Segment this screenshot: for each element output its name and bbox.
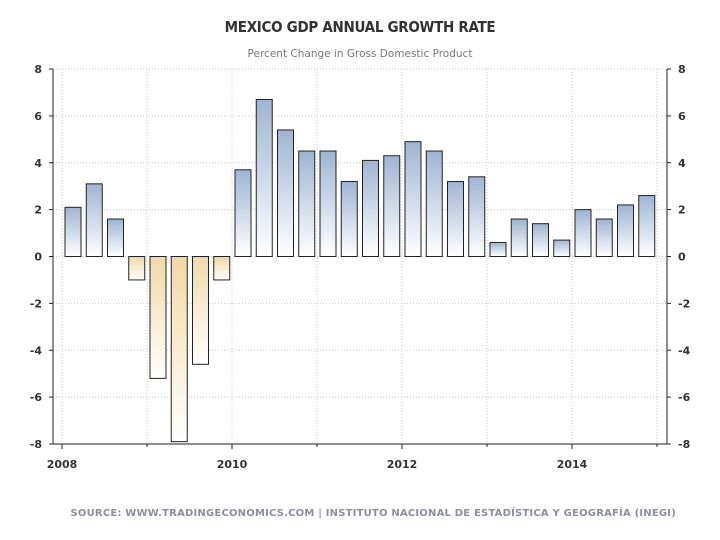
y-tick-label-right: -8 bbox=[678, 438, 690, 451]
bar-2009-Q3 bbox=[192, 256, 209, 365]
axes-layer bbox=[49, 68, 671, 449]
bar-2013-Q1 bbox=[489, 241, 507, 258]
bar-2012-Q1 bbox=[404, 141, 422, 257]
bar-2012-Q4 bbox=[468, 176, 486, 257]
y-tick-label-left: 8 bbox=[34, 63, 42, 76]
bar-2012-Q2 bbox=[425, 150, 443, 257]
bars-layer bbox=[64, 98, 656, 443]
y-tick-label-right: -2 bbox=[678, 297, 690, 310]
chart-subtitle: Percent Change in Gross Domestic Product bbox=[247, 48, 473, 60]
y-tick-label-right: 2 bbox=[678, 204, 686, 217]
chart-source: SOURCE: WWW.TRADINGECONOMICS.COM | INSTI… bbox=[70, 508, 676, 519]
bar-2014-Q4 bbox=[638, 195, 656, 257]
bar-2013-Q3 bbox=[532, 223, 549, 258]
y-tick-label-right: 6 bbox=[678, 110, 686, 123]
y-tick-label-left: -4 bbox=[30, 344, 43, 357]
y-tick-label-left: -8 bbox=[30, 438, 42, 451]
labels-layer: 8 8 6 6 4 4 2 2 0 0 -2 -2 -4 -4 -6 -6 -8 -8 2008 2010 2012 20… bbox=[30, 63, 691, 471]
bar-2009-Q1 bbox=[149, 256, 167, 379]
y-tick-label-left: -2 bbox=[30, 297, 42, 310]
chart-title: MEXICO GDP ANNUAL GROWTH RATE bbox=[224, 18, 496, 36]
y-tick-label-left: 0 bbox=[34, 251, 42, 264]
bar-2009-Q4 bbox=[213, 256, 231, 281]
bar-2013-Q4 bbox=[553, 239, 571, 257]
y-tick-label-right: -4 bbox=[678, 344, 691, 357]
y-tick-label-left: 6 bbox=[34, 110, 42, 123]
bar-2014-Q3 bbox=[617, 204, 634, 258]
bar-2014-Q2 bbox=[595, 218, 613, 257]
y-tick-label-left: 4 bbox=[34, 157, 42, 170]
bar-2008-Q4 bbox=[128, 256, 146, 281]
bar-2012-Q3 bbox=[447, 181, 464, 257]
bar-2010-Q1 bbox=[234, 169, 252, 257]
bar-2008-Q3 bbox=[107, 218, 124, 257]
bar-2009-Q2 bbox=[170, 256, 188, 443]
bar-2010-Q4 bbox=[298, 150, 316, 257]
x-tick-label: 2010 bbox=[217, 458, 248, 471]
y-tick-label-left: 2 bbox=[34, 204, 42, 217]
bar-2008-Q2 bbox=[85, 183, 103, 257]
x-tick-label: 2008 bbox=[47, 458, 78, 471]
y-tick-label-right: 4 bbox=[678, 157, 686, 170]
bar-2011-Q1 bbox=[319, 150, 337, 257]
bar-2010-Q3 bbox=[277, 129, 294, 257]
bar-2011-Q3 bbox=[362, 159, 379, 257]
y-tick-label-right: 0 bbox=[678, 251, 686, 264]
bar-2010-Q2 bbox=[255, 98, 273, 257]
bar-2011-Q4 bbox=[383, 155, 401, 257]
x-tick-label: 2012 bbox=[387, 458, 418, 471]
bar-2014-Q1 bbox=[574, 209, 592, 258]
y-tick-label-right: -6 bbox=[678, 391, 691, 404]
x-tick-label: 2014 bbox=[557, 458, 588, 471]
y-tick-label-right: 8 bbox=[678, 63, 686, 76]
bar-2008-Q1 bbox=[64, 206, 82, 257]
bar-2013-Q2 bbox=[510, 218, 528, 257]
bar-2011-Q2 bbox=[340, 181, 358, 257]
y-tick-label-left: -6 bbox=[30, 391, 43, 404]
